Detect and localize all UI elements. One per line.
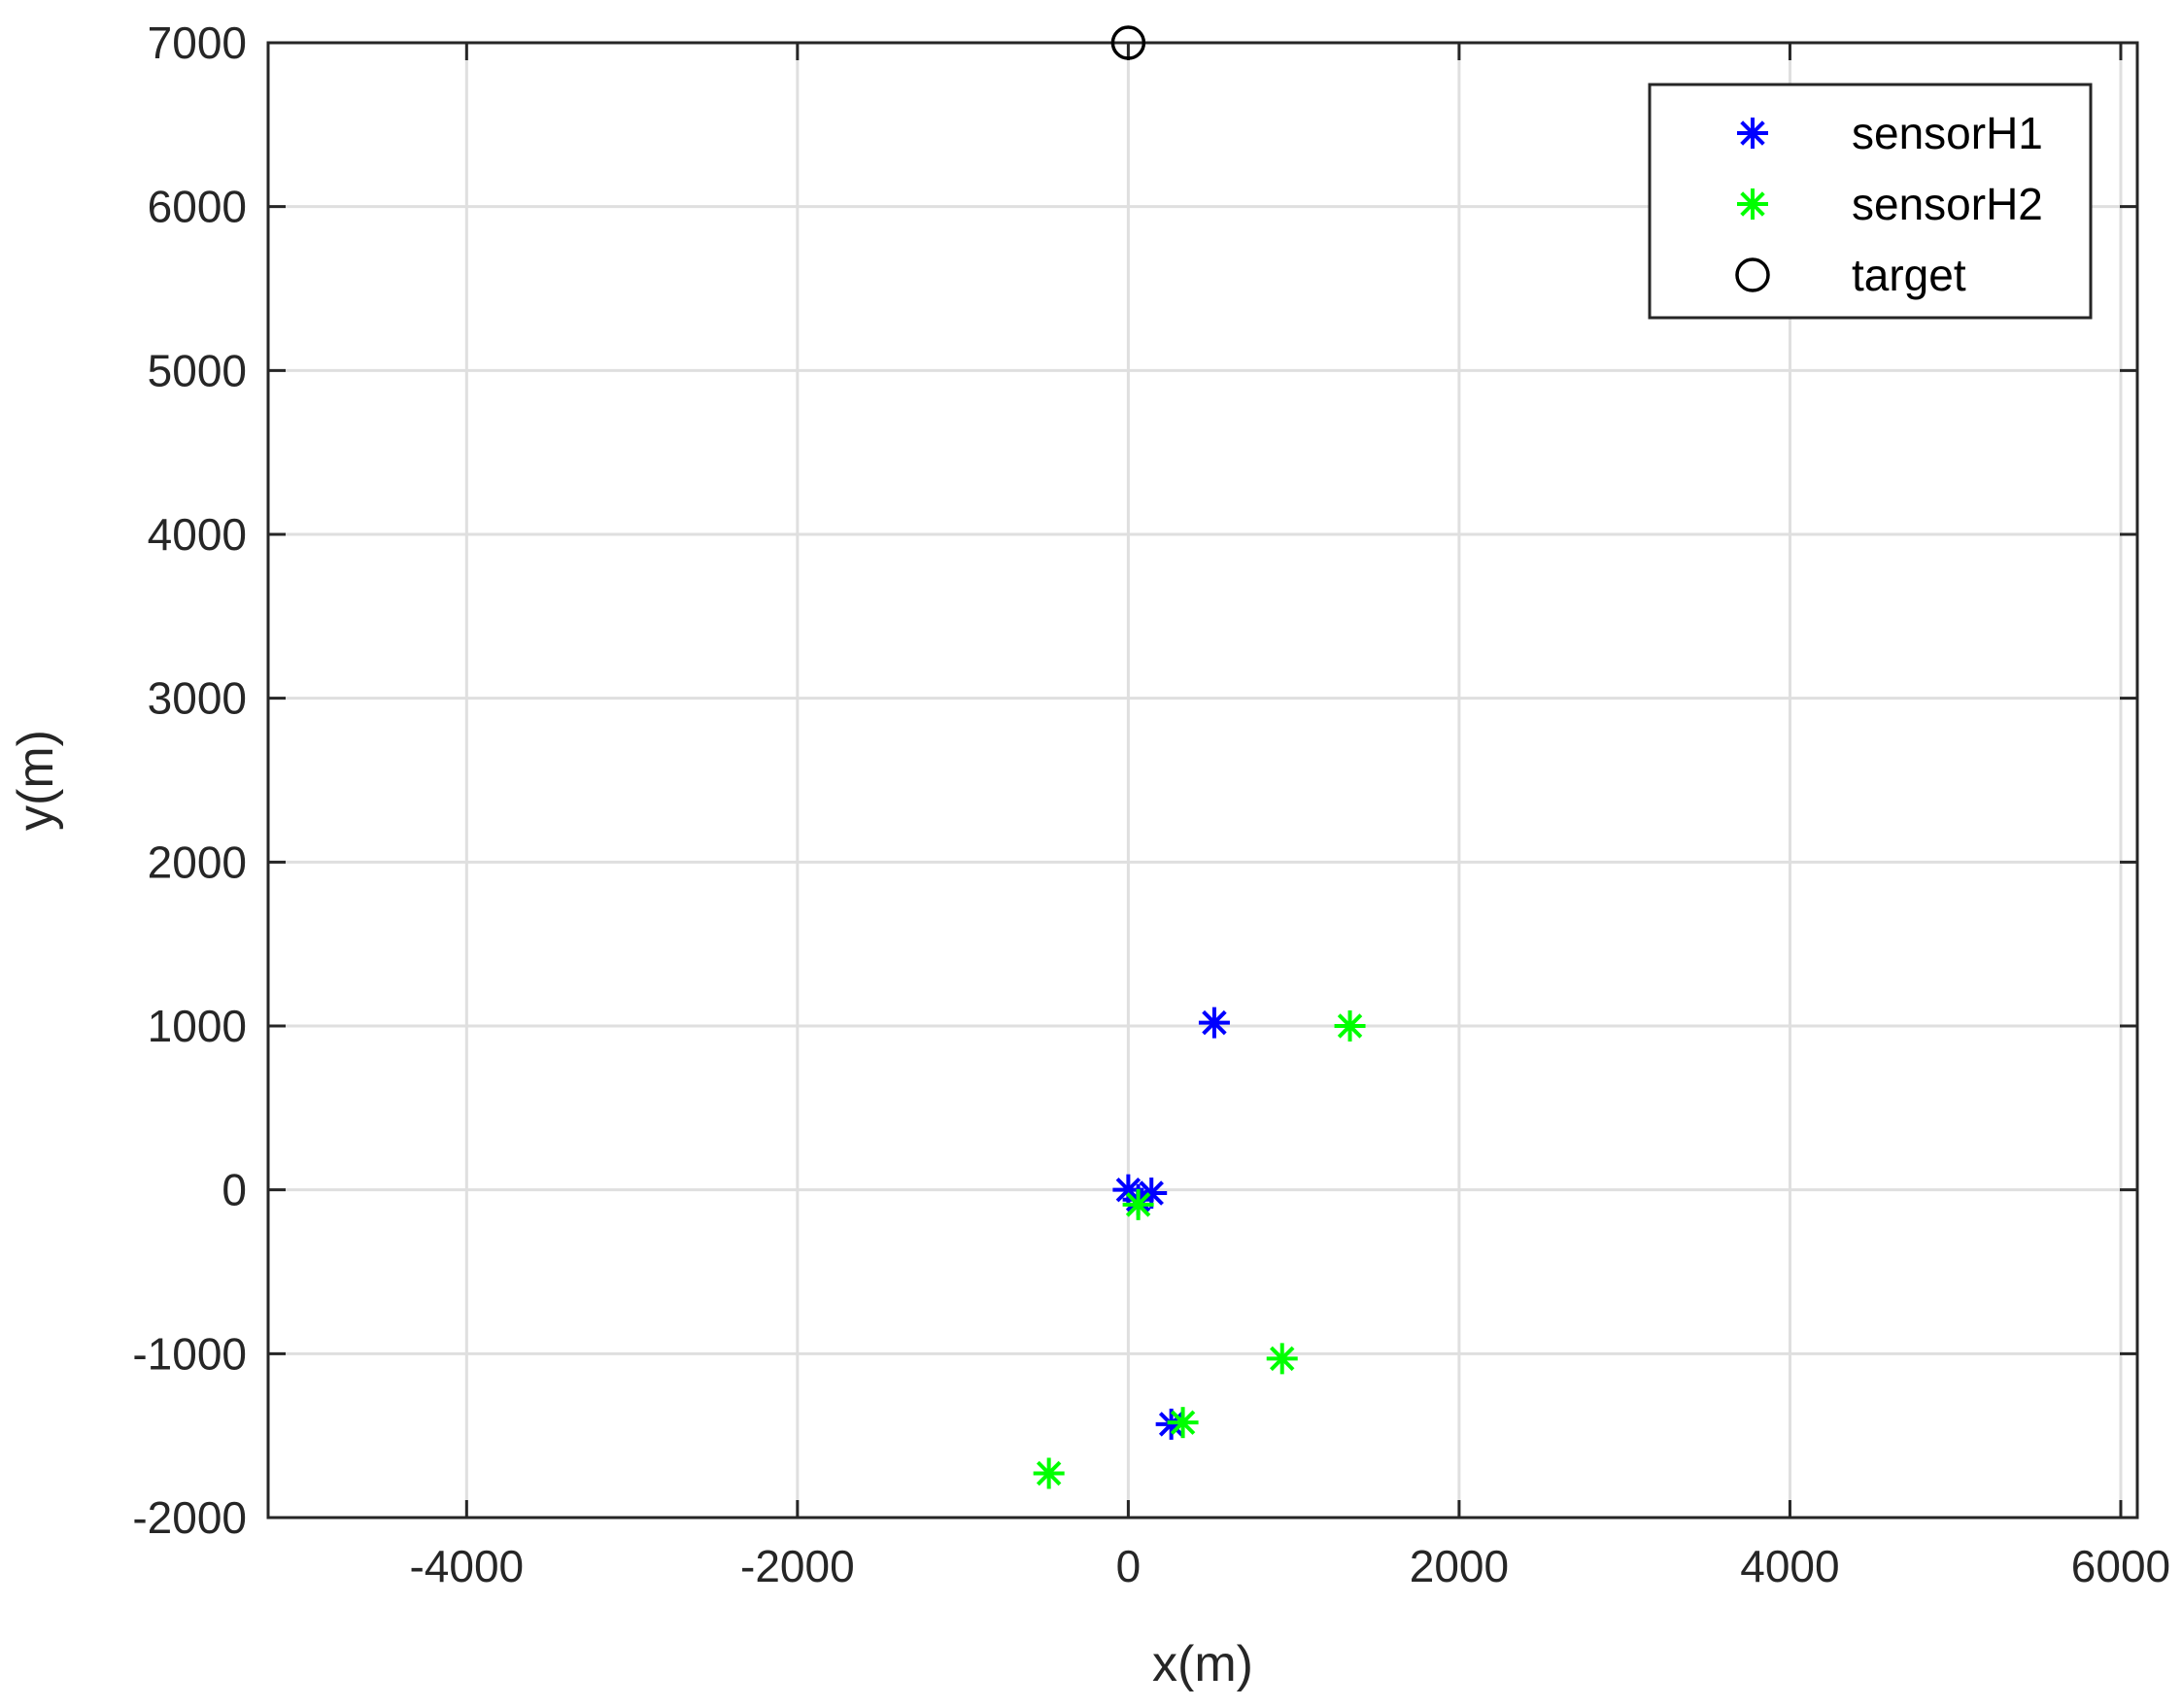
data-point [1122, 1188, 1154, 1220]
data-point [1334, 1010, 1366, 1042]
legend: sensorH1 sensorH2 target [1648, 83, 2093, 320]
data-point [1198, 1007, 1230, 1039]
y-tick-label: 5000 [148, 345, 247, 395]
data-point [1110, 25, 1146, 60]
x-tick-label: 6000 [2071, 1541, 2170, 1591]
series-target [1110, 25, 1146, 60]
data-point [1167, 1407, 1199, 1439]
data-marks [1033, 25, 1366, 1489]
y-tick-label: 0 [222, 1165, 247, 1215]
y-tick-label: 7000 [148, 17, 247, 68]
y-tick-label: 6000 [148, 182, 247, 232]
x-tick-label: -4000 [409, 1541, 524, 1591]
y-axis-title: y(m) [8, 730, 64, 831]
y-tick-label: -1000 [132, 1328, 247, 1379]
y-tick-label: 4000 [148, 509, 247, 560]
x-tick-label: 2000 [1410, 1541, 1509, 1591]
series-sensorH2 [1033, 1010, 1366, 1489]
x-axis-title: x(m) [1152, 1636, 1253, 1692]
x-tick-label: -2000 [740, 1541, 855, 1591]
legend-label: sensorH1 [1852, 108, 2043, 158]
legend-label: target [1852, 250, 1966, 300]
axis-ticks: -4000 -2000 0 2000 4000 6000 -2000 -1000 0 1000 20… [132, 17, 2170, 1591]
y-tick-label: 1000 [148, 1001, 247, 1051]
legend-label: sensorH2 [1852, 179, 2043, 229]
x-tick-label: 4000 [1740, 1541, 1839, 1591]
legend-marker [1737, 118, 1768, 149]
x-tick-label: 0 [1116, 1541, 1142, 1591]
legend-box [1648, 83, 2093, 320]
legend-marker [1735, 257, 1770, 292]
data-point [1266, 1343, 1298, 1375]
y-tick-label: -2000 [132, 1492, 247, 1543]
y-tick-label: 2000 [148, 837, 247, 887]
y-tick-label: 3000 [148, 673, 247, 724]
axes-box [266, 41, 2139, 1520]
legend-marker [1737, 188, 1768, 220]
data-point [1033, 1457, 1065, 1489]
